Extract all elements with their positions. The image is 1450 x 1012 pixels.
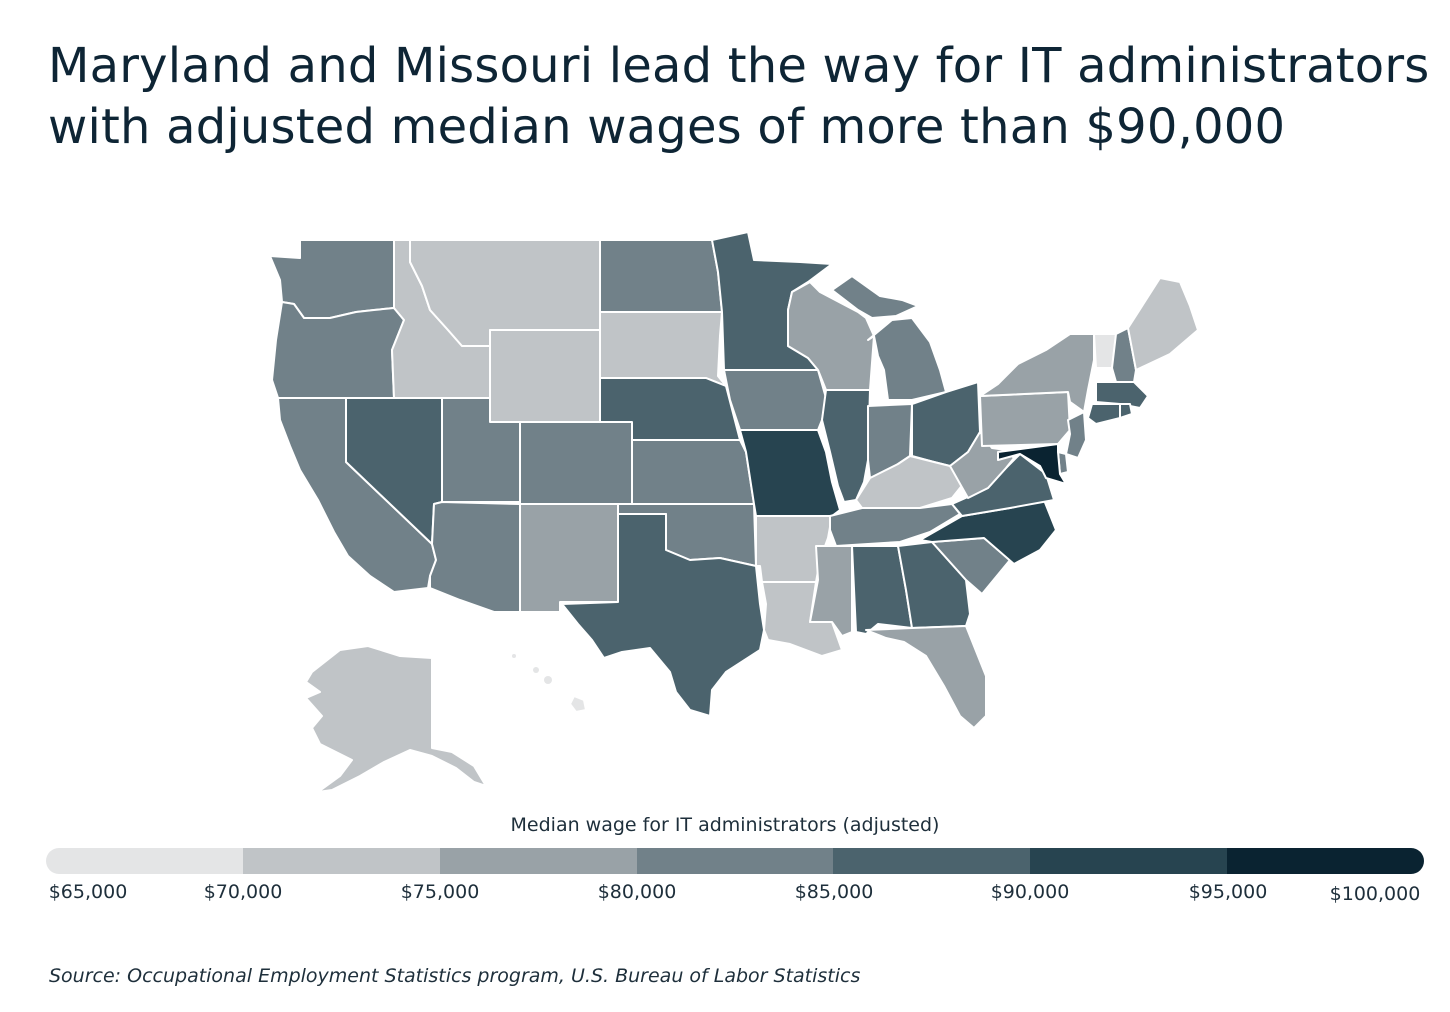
state-connecticut [1087, 403, 1121, 425]
legend-tick-label: $85,000 [794, 881, 874, 903]
state-north-dakota [599, 239, 723, 313]
legend-swatch-5 [1030, 848, 1228, 874]
legend-swatch-2 [439, 848, 637, 874]
state-massachusetts [1095, 381, 1149, 409]
state-alaska [305, 645, 487, 793]
state-mississippi [809, 545, 853, 637]
title-line-1: Maryland and Missouri lead the way for I… [48, 38, 1430, 94]
state-missouri [739, 429, 841, 517]
legend-tick-label: $95,000 [1188, 881, 1268, 903]
title-line-2: with adjusted median wages of more than … [48, 99, 1286, 155]
state-hawaii-island [544, 676, 552, 684]
legend-title: Median wage for IT administrators (adjus… [510, 814, 940, 836]
state-michigan [867, 317, 947, 401]
state-pennsylvania [979, 391, 1071, 447]
state-tennessee [829, 503, 961, 547]
state-south-dakota [599, 311, 727, 387]
state-rhode-island [1119, 403, 1133, 419]
legend-swatch-4 [833, 848, 1031, 874]
legend-tick-label: $100,000 [1329, 883, 1421, 905]
state-hawaii [569, 695, 587, 713]
state-texas [561, 513, 765, 717]
state-florida [865, 625, 987, 729]
state-new-mexico [519, 503, 619, 613]
state-arizona [429, 501, 521, 613]
legend-tick-label: $75,000 [400, 881, 480, 903]
state-new-york [979, 333, 1095, 413]
state-hawaii-island [512, 654, 516, 658]
legend-tick-label: $80,000 [597, 881, 677, 903]
legend-color-bar [46, 848, 1424, 874]
legend-swatch-1 [242, 848, 440, 874]
state-maine [1127, 277, 1199, 371]
state-iowa [723, 369, 827, 431]
state-maryland [997, 443, 1067, 485]
legend-tick-label: $90,000 [990, 881, 1070, 903]
legend-swatch-0 [46, 848, 243, 874]
state-kansas [631, 439, 755, 505]
state-wyoming [489, 329, 601, 423]
legend-tick-label: $65,000 [48, 881, 128, 903]
state-michigan-upper-peninsula [831, 275, 919, 319]
legend-tick-label: $70,000 [203, 881, 283, 903]
state-colorado [519, 421, 633, 505]
state-hawaii-island [533, 667, 539, 673]
legend-swatch-3 [636, 848, 834, 874]
legend-swatch-6 [1227, 848, 1424, 874]
state-new-jersey [1065, 411, 1087, 459]
source-note: Source: Occupational Employment Statisti… [49, 965, 861, 987]
page-title: Maryland and Missouri lead the way for I… [48, 36, 1438, 158]
state-oregon [271, 301, 405, 399]
